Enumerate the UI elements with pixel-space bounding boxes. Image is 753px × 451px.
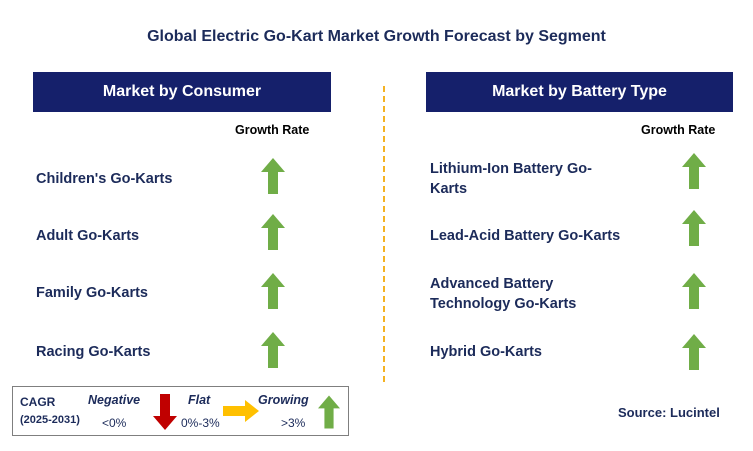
battery-row-label: Hybrid Go-Karts — [430, 342, 542, 362]
growing-arrow-icon — [682, 334, 706, 370]
consumer-row-label: Racing Go-Karts — [36, 344, 151, 360]
consumer-row-label: Children's Go-Karts — [36, 171, 173, 187]
growing-arrow-icon — [261, 332, 285, 368]
growing-arrow-icon — [682, 210, 706, 246]
consumer-row-label: Family Go-Karts — [36, 285, 148, 301]
consumer-growth-rate-label: Growth Rate — [235, 123, 310, 137]
growing-arrow-icon — [682, 273, 706, 309]
battery-row-label: Lead-Acid Battery Go-Karts — [430, 226, 620, 246]
chart-title: Global Electric Go-Kart Market Growth Fo… — [147, 28, 606, 45]
battery-row-label: Advanced Battery Technology Go-Karts — [430, 274, 576, 314]
growing-arrow-icon — [261, 273, 285, 309]
battery-row-label: Lithium-Ion Battery Go- Karts — [430, 159, 592, 199]
panel-divider — [383, 86, 385, 382]
battery-row-label-line: Hybrid Go-Karts — [430, 344, 542, 360]
source-label: Source: Lucintel — [618, 405, 720, 420]
growing-arrow-icon — [261, 158, 285, 194]
legend-flat-range: 0%-3% — [181, 416, 220, 430]
negative-arrow-icon — [153, 394, 177, 430]
growing-arrow-icon — [318, 395, 340, 429]
legend-growing-range: >3% — [281, 416, 306, 430]
legend-cagr-label: CAGR — [20, 395, 56, 409]
battery-row-label-line: Technology Go-Karts — [430, 296, 577, 312]
flat-arrow-icon — [223, 400, 259, 422]
battery-row-label-line: Advanced Battery — [430, 276, 554, 292]
legend-flat-label: Flat — [188, 393, 211, 407]
battery-row-label-line: Lithium-Ion Battery Go- — [430, 161, 592, 177]
battery-row-label-line: Karts — [430, 181, 468, 197]
legend-years-label: (2025-2031) — [20, 414, 80, 426]
consumer-row-label: Adult Go-Karts — [36, 228, 140, 244]
legend-negative-label: Negative — [88, 393, 141, 407]
legend-negative-range: <0% — [102, 416, 127, 430]
legend-growing-label: Growing — [258, 393, 309, 407]
battery-growth-rate-label: Growth Rate — [641, 123, 716, 137]
battery-panel-header: Market by Battery Type — [426, 72, 733, 112]
growing-arrow-icon — [682, 153, 706, 189]
battery-row-label-line: Lead-Acid Battery Go-Karts — [430, 228, 621, 244]
cagr-legend: CAGR (2025-2031) Negative <0% Flat 0%-3%… — [12, 386, 349, 436]
growing-arrow-icon — [261, 214, 285, 250]
consumer-panel-header: Market by Consumer — [33, 72, 331, 112]
